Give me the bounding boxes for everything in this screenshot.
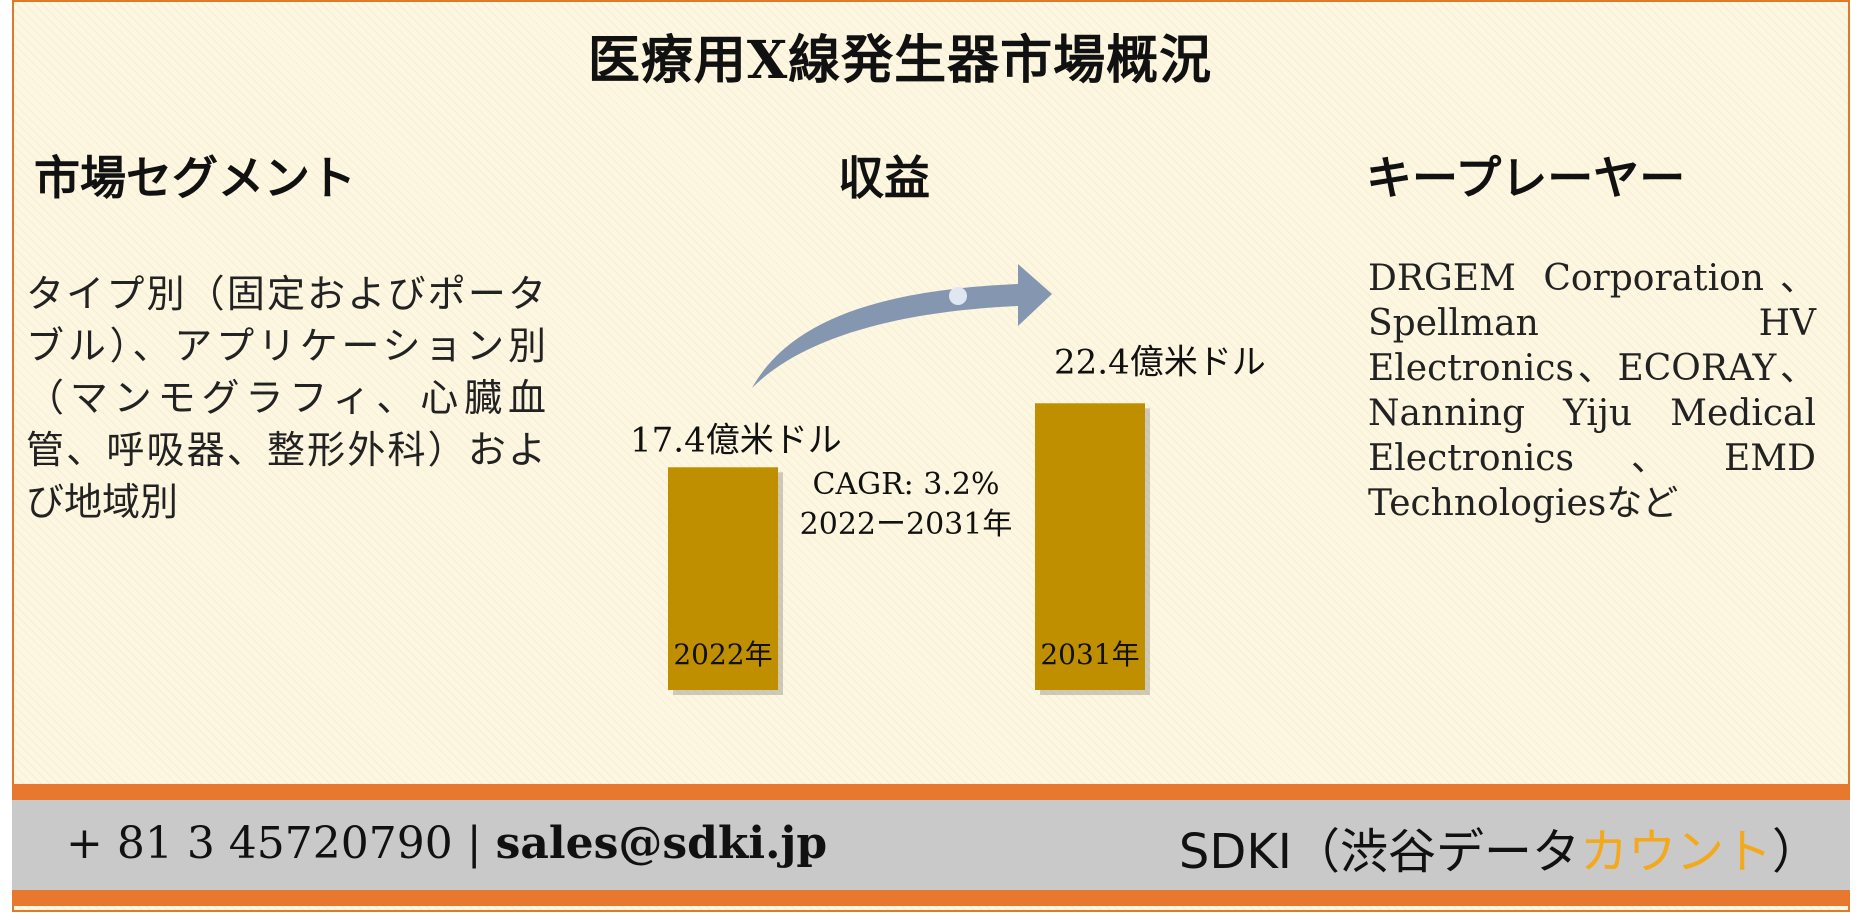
email-link[interactable]: sales@sdki.jp [495,818,828,869]
bar-value-label: 22.4億米ドル [1054,342,1266,382]
cagr-label: CAGR: 3.2% [812,467,999,502]
growth-arrow [752,264,1052,388]
brand-end: ） [1771,824,1820,880]
contact-separator: | [466,818,482,869]
brand-main: SDKI（渋谷データ [1178,824,1580,880]
segments-text: タイプ別（固定およびポータブル）、アプリケーション別（マンモグラフィ、心臓血管、… [26,272,546,524]
contact-info: + 81 3 45720790 | sales@sdki.jp [66,818,827,869]
bar-0 [668,467,778,690]
bar-category-label: 2022年 [673,638,772,671]
brand-accent: カウント [1579,824,1772,880]
key-players-text: DRGEM Corporation、Spellman HV Electronic… [1368,258,1816,524]
key-players-heading: キープレーヤー [1366,151,1686,205]
page-title: 医療用X線発生器市場概況 [587,30,1213,91]
revenue-heading: 収益 [838,151,930,205]
infographic-panel [12,0,1850,912]
cagr-period: 2022ー2031年 [800,507,1013,542]
footer-top-stripe [12,784,1850,800]
segments-heading: 市場セグメント [34,151,356,205]
bar-1 [1035,403,1145,690]
bar-value-label: 17.4億米ドル [630,420,842,460]
arrow-highlight-dot [949,287,967,305]
revenue-chart: 2022年 17.4億米ドル 2031年 22.4億米ドル CAGR: 3.2% 20… [630,264,1266,695]
bar-category-label: 2031年 [1040,638,1139,671]
phone-number: + 81 3 45720790 [66,818,453,869]
brand-name: SDKI（渋谷データカウント） [1179,812,1820,882]
footer-bar [12,800,1850,890]
footer-bottom-stripe [12,890,1850,906]
